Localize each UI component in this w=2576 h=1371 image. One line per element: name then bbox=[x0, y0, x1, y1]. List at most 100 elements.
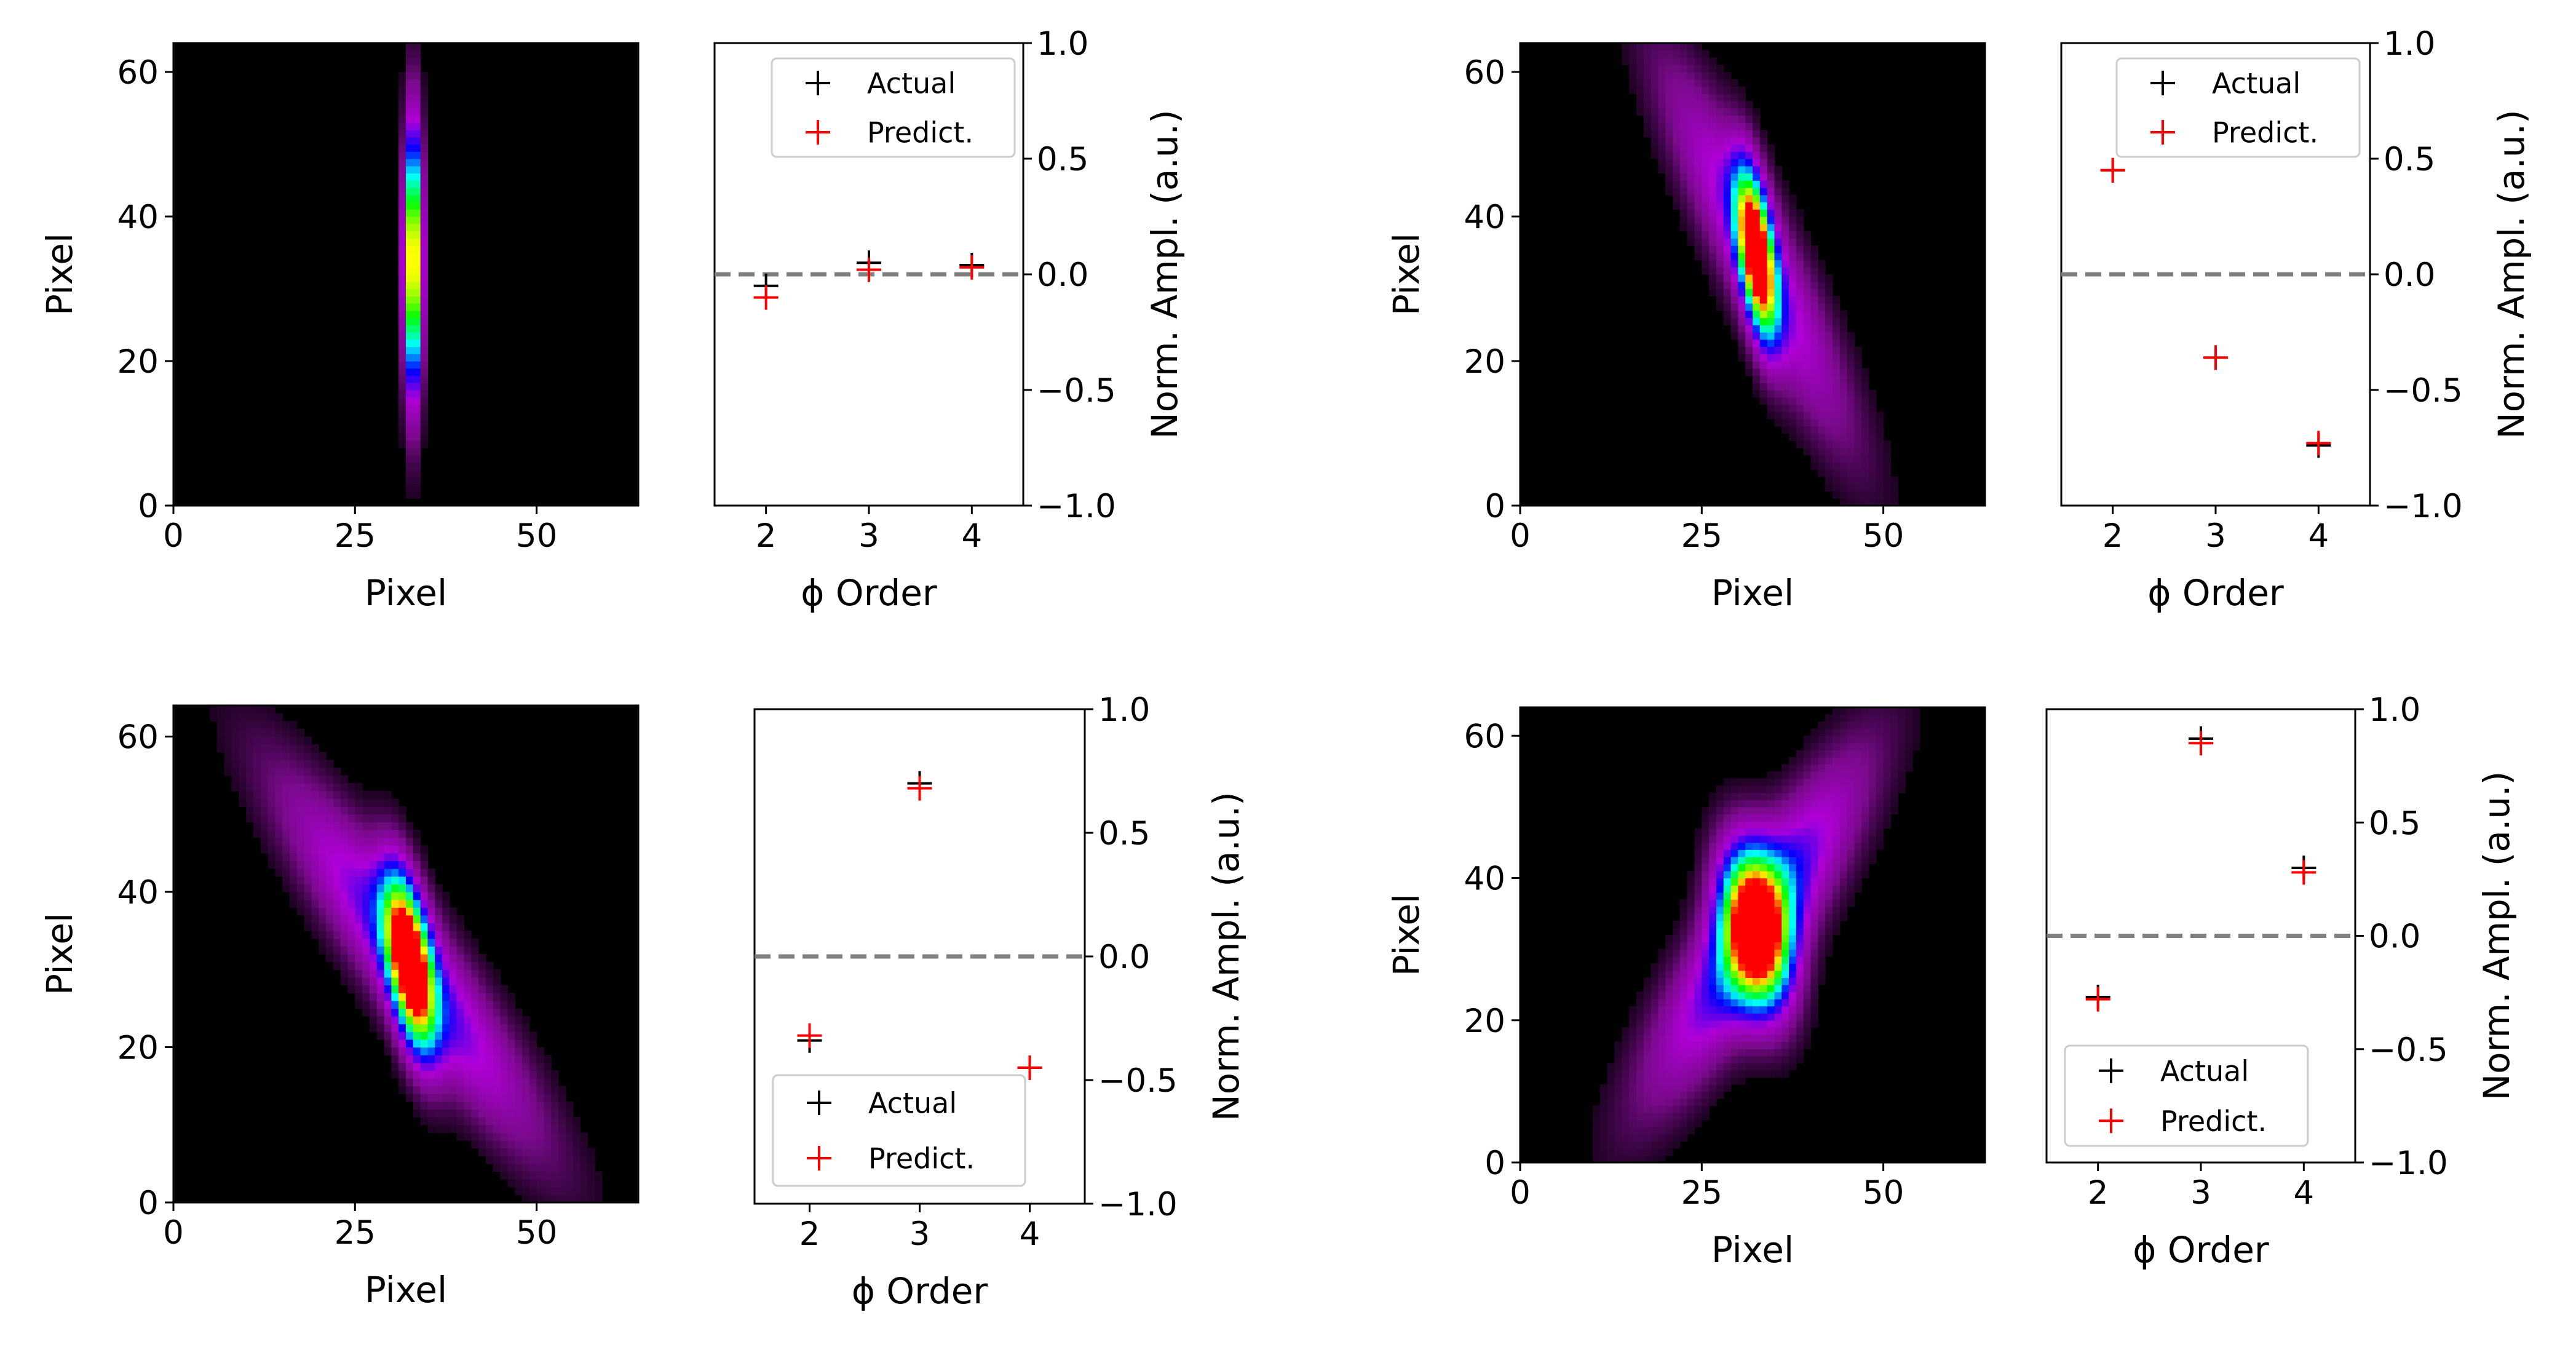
heatmap-cell bbox=[1818, 448, 1826, 456]
heatmap-cell bbox=[449, 1101, 458, 1110]
heatmap-cell bbox=[398, 977, 406, 986]
heatmap-cell bbox=[1767, 906, 1775, 914]
heatmap-cell bbox=[1796, 1020, 1804, 1028]
heatmap-cell bbox=[1673, 1070, 1681, 1078]
heatmap-cell bbox=[231, 744, 239, 753]
heatmap-cell bbox=[435, 985, 443, 993]
heatmap-cell bbox=[1709, 814, 1717, 822]
heatmap-cell bbox=[1839, 383, 1848, 391]
heatmap-frame bbox=[172, 42, 640, 507]
heatmap-cell bbox=[1810, 885, 1818, 893]
heatmap-cell bbox=[544, 1094, 552, 1102]
y-tick-label: 0.5 bbox=[1037, 141, 1088, 178]
heatmap-cell bbox=[507, 1117, 515, 1126]
heatmap-cell bbox=[1738, 1041, 1746, 1049]
y-tick-label: 40 bbox=[117, 874, 159, 912]
heatmap-cell bbox=[1679, 180, 1688, 188]
heatmap-cell bbox=[391, 969, 399, 978]
heatmap-cell bbox=[1803, 984, 1812, 993]
heatmap-cell bbox=[435, 931, 443, 939]
heatmap-cell bbox=[529, 1078, 537, 1087]
heatmap-cell bbox=[420, 1070, 429, 1079]
heatmap-cell bbox=[1753, 984, 1761, 993]
heatmap-cell bbox=[1636, 79, 1644, 87]
heatmap-cell bbox=[1599, 1148, 1608, 1156]
heatmap-cell bbox=[1832, 714, 1841, 722]
heatmap-cell bbox=[1796, 267, 1804, 275]
heatmap-cell bbox=[340, 868, 349, 877]
heatmap-cell bbox=[1753, 800, 1761, 808]
heatmap-cell bbox=[1702, 50, 1710, 58]
heatmap-cell bbox=[1702, 238, 1710, 246]
heatmap-cell bbox=[1643, 1119, 1652, 1127]
heatmap-cell bbox=[1810, 736, 1818, 744]
heatmap-cell bbox=[1781, 1049, 1789, 1057]
heatmap-cell bbox=[478, 961, 486, 970]
heatmap-cell bbox=[427, 954, 435, 963]
heatmap-cell bbox=[1789, 870, 1797, 879]
heatmap-cell bbox=[1832, 913, 1841, 921]
heatmap-cell bbox=[471, 1016, 479, 1025]
heatmap-cell bbox=[1643, 1098, 1652, 1107]
heatmap-cell bbox=[1767, 999, 1775, 1007]
heatmap-cell bbox=[1789, 949, 1797, 957]
heatmap-cell bbox=[1781, 310, 1789, 319]
heatmap-cell bbox=[1818, 821, 1826, 829]
heatmap-cell bbox=[1803, 433, 1812, 441]
heatmap-cell bbox=[413, 165, 421, 174]
heatmap-cell bbox=[456, 1008, 465, 1017]
heatmap-cell bbox=[1832, 885, 1841, 893]
heatmap-cell bbox=[1869, 728, 1877, 736]
heatmap-cell bbox=[1730, 792, 1738, 800]
heatmap-cell bbox=[587, 1163, 595, 1172]
heatmap-cell bbox=[1796, 842, 1804, 850]
heatmap-cell bbox=[1774, 173, 1782, 181]
heatmap-cell bbox=[1643, 65, 1652, 73]
heatmap-cell bbox=[1730, 296, 1738, 304]
heatmap-cell bbox=[384, 923, 392, 931]
heatmap-cell bbox=[1716, 1013, 1724, 1021]
heatmap-cell bbox=[1629, 1055, 1637, 1063]
heatmap-cell bbox=[1781, 778, 1789, 786]
heatmap-cell bbox=[1767, 346, 1775, 354]
heatmap-cell bbox=[1876, 835, 1884, 843]
heatmap-cell bbox=[268, 798, 275, 807]
heatmap-cell bbox=[260, 830, 269, 838]
heatmap-cell bbox=[1847, 346, 1855, 354]
heatmap-cell bbox=[420, 209, 429, 217]
heatmap-cell bbox=[1774, 1027, 1782, 1035]
heatmap-cell bbox=[1759, 296, 1768, 304]
heatmap-cell bbox=[464, 1055, 472, 1063]
heatmap-cell bbox=[1738, 1049, 1746, 1057]
heatmap-cell bbox=[464, 1016, 472, 1025]
heatmap-cell bbox=[1854, 397, 1862, 405]
heatmap-cell bbox=[1694, 856, 1702, 864]
heatmap-cell bbox=[1869, 736, 1877, 744]
heatmap-cell bbox=[376, 814, 385, 822]
heatmap-cell bbox=[1599, 1084, 1608, 1092]
heatmap-cell bbox=[1803, 906, 1812, 914]
heatmap-cell bbox=[456, 938, 465, 947]
heatmap-cell bbox=[1883, 800, 1892, 808]
heatmap-cell bbox=[1636, 1141, 1644, 1149]
heatmap-cell bbox=[485, 969, 494, 978]
heatmap-cell bbox=[1738, 856, 1746, 864]
heatmap-cell bbox=[1789, 764, 1797, 772]
y-tick-label: 0 bbox=[138, 1185, 159, 1222]
heatmap-cell bbox=[347, 907, 355, 916]
heatmap-cell bbox=[1810, 361, 1818, 369]
heatmap-cell bbox=[1745, 991, 1753, 999]
heatmap-cell bbox=[1781, 878, 1789, 886]
heatmap-cell bbox=[1832, 899, 1841, 907]
heatmap-cell bbox=[1687, 43, 1695, 51]
heatmap-cell bbox=[1665, 72, 1673, 80]
heatmap-cell bbox=[471, 946, 479, 955]
heatmap-cell bbox=[1665, 1127, 1673, 1135]
heatmap-cell bbox=[1599, 1127, 1608, 1135]
heatmap-cell bbox=[1702, 828, 1710, 836]
heatmap-cell bbox=[1876, 764, 1884, 772]
heatmap-cell bbox=[398, 899, 406, 908]
heatmap-cell bbox=[1636, 1055, 1644, 1063]
heatmap-cell bbox=[413, 1039, 421, 1048]
heatmap-cell bbox=[296, 728, 305, 737]
